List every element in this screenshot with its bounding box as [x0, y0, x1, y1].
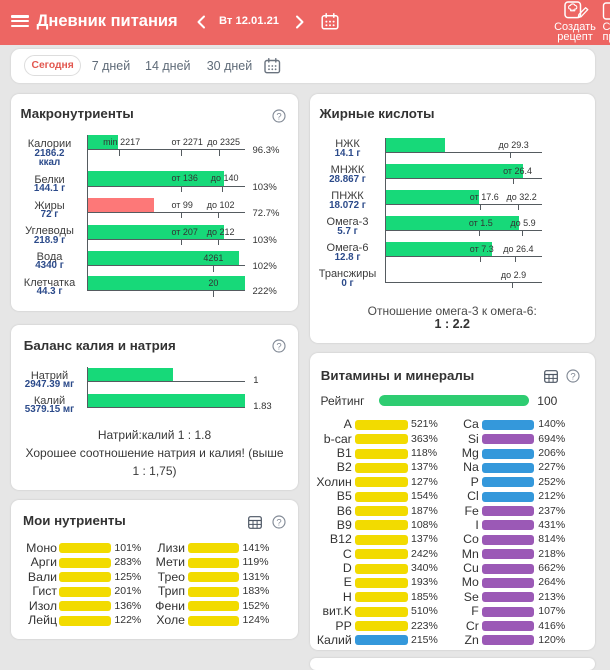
- svg-text:?: ?: [276, 111, 281, 122]
- svg-text:?: ?: [276, 517, 281, 528]
- svg-text:?: ?: [571, 371, 576, 382]
- svg-text:?: ?: [277, 341, 282, 352]
